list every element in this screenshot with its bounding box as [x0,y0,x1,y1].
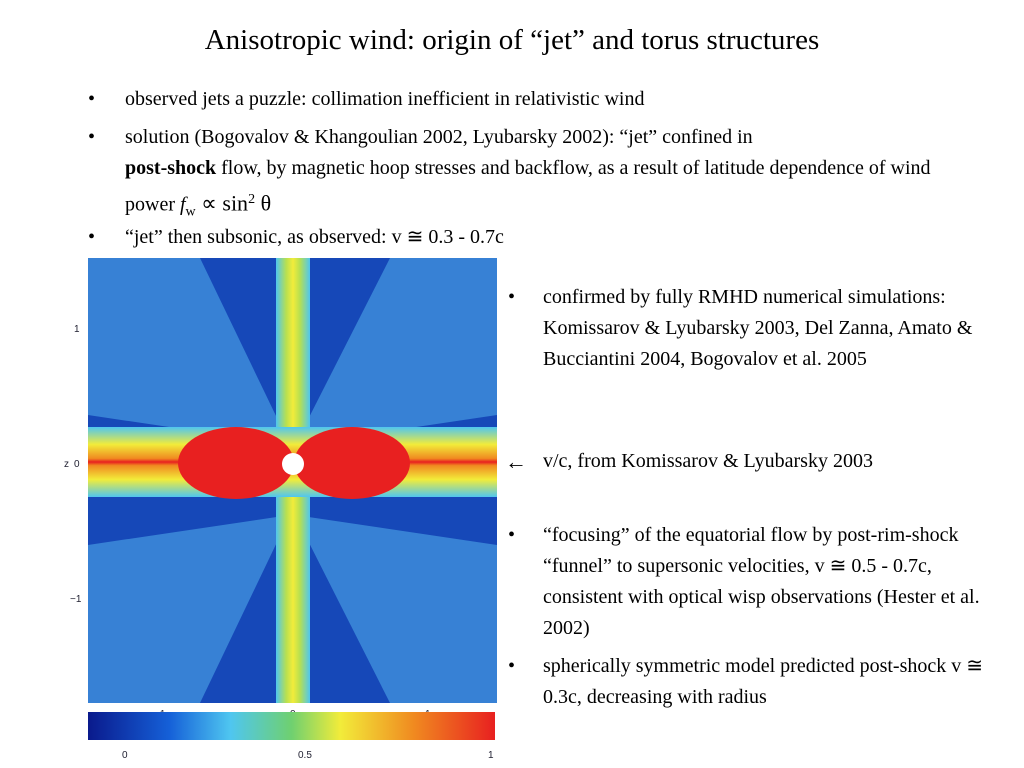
bullet: • [508,286,516,308]
text: flow, by magnetic hoop stresses and back… [125,157,931,216]
bullet-text: solution (Bogovalov & Khangoulian 2002, … [125,122,965,228]
bullet: • [88,226,96,248]
bullet-text: “jet” then subsonic, as observed: v ≅ 0.… [125,226,504,248]
formula: ∝ sin [195,190,249,216]
flow-region [295,515,497,703]
colorbar-label: 0 [122,750,128,761]
simulation-figure: 1 z 0 −1 −1 0 1 x 0 0.5 1 [64,258,497,761]
y-tick-label: 1 [74,324,80,335]
colorbar [88,712,495,740]
y-axis-label: z [64,459,69,470]
flow-region [88,515,290,703]
y-tick-label: 0 [74,459,80,470]
slide-title: Anisotropic wind: origin of “jet” and to… [204,24,820,56]
bullet: • [88,126,96,148]
bullet-text: confirmed by fully RMHD numerical simula… [543,286,973,370]
colorbar-label: 0.5 [298,750,312,761]
bullet: • [88,88,96,110]
torus [178,427,294,499]
bullet-text: observed jets a puzzle: collimation inef… [125,88,645,110]
formula: f [179,193,186,216]
bullet: • [508,524,516,546]
bullet: • [508,655,516,677]
flow-region [88,258,290,445]
pulsar [282,453,304,475]
formula: w [185,204,196,220]
formula: 2 [248,192,256,207]
bullet-text: “focusing” of the equatorial flow by pos… [543,524,980,639]
formula: θ [255,190,272,216]
flow-region [295,258,497,445]
bullet-text: v/c, from Komissarov & Lyubarsky 2003 [543,450,873,472]
arrow-marker: ← [505,449,527,474]
text: solution (Bogovalov & Khangoulian 2002, … [125,126,753,148]
bold-text: post-shock [125,157,217,179]
y-tick-label: −1 [70,594,82,605]
bullet-text: spherically symmetric model predicted po… [543,655,983,708]
torus [294,427,410,499]
colorbar-label: 1 [488,750,494,761]
